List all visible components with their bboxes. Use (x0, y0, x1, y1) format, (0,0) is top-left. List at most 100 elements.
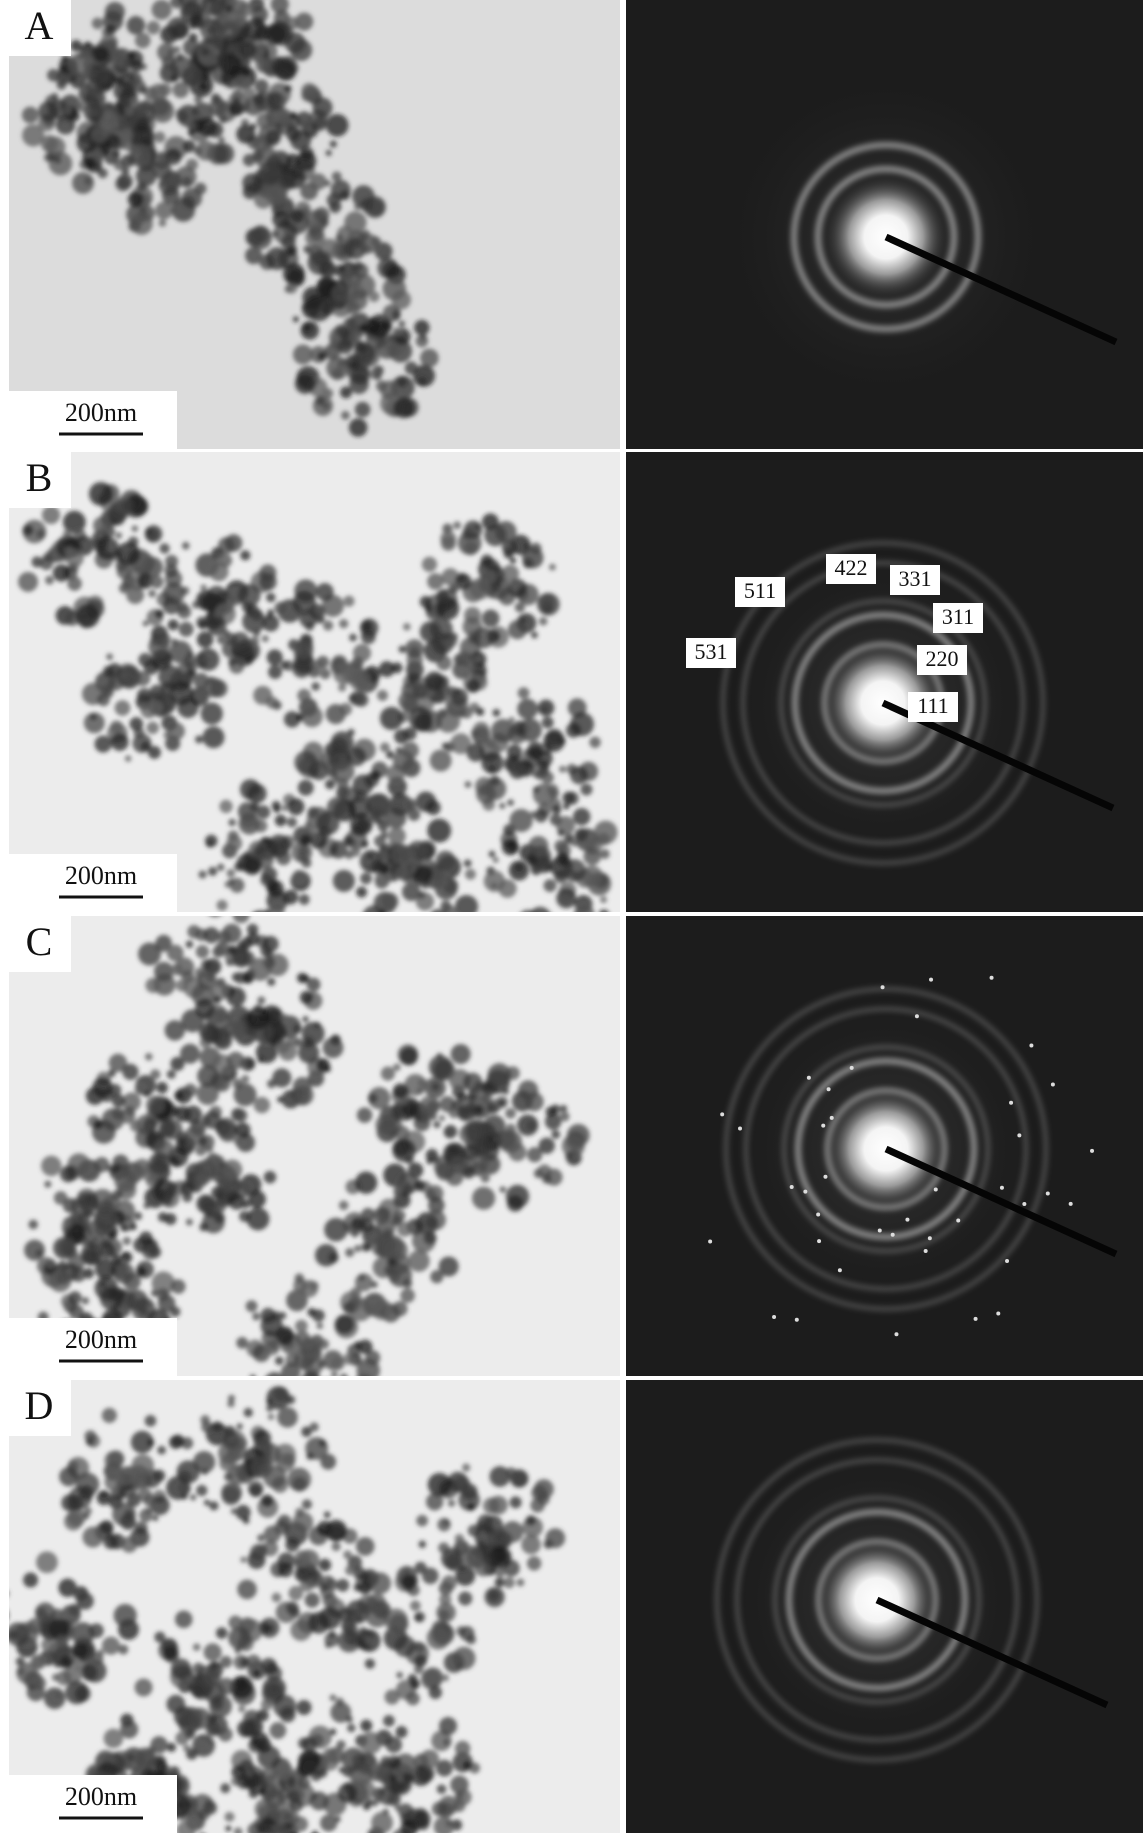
particle (594, 821, 618, 845)
particle (174, 1091, 184, 1101)
spot (1051, 1083, 1055, 1087)
particle (292, 1512, 313, 1533)
particle (375, 872, 391, 888)
particle (301, 974, 310, 983)
particle (463, 1761, 471, 1769)
particle (195, 1145, 206, 1156)
particle (325, 779, 335, 789)
particle (338, 1783, 358, 1803)
spot (974, 1317, 978, 1321)
particle (180, 1181, 194, 1195)
particle (372, 1299, 393, 1320)
particle (386, 751, 394, 759)
particle (186, 1219, 193, 1226)
particle (201, 1421, 212, 1432)
particle (507, 841, 519, 853)
particle (269, 1802, 280, 1813)
particle (199, 1223, 208, 1232)
particle (191, 1794, 213, 1816)
particle (506, 1124, 516, 1134)
particle (406, 1692, 420, 1706)
particle (414, 1655, 427, 1668)
particle (91, 1653, 103, 1665)
particle (363, 1243, 371, 1251)
particle (192, 601, 200, 609)
particle (465, 869, 476, 880)
particle (236, 1505, 251, 1520)
panel-label: A (25, 3, 54, 48)
particle (241, 1199, 250, 1208)
particle (47, 69, 60, 82)
particle (196, 1194, 215, 1213)
particle (448, 1500, 455, 1507)
hkl-label: 511 (744, 578, 776, 603)
particle (543, 730, 564, 751)
particle (559, 766, 566, 773)
particle (220, 21, 239, 40)
particle (600, 896, 607, 903)
particle (115, 532, 122, 539)
particle (220, 1783, 230, 1793)
particle (51, 93, 59, 101)
particle (454, 1476, 471, 1493)
particle (301, 1022, 324, 1045)
spot (1069, 1202, 1073, 1206)
particle (396, 1726, 408, 1738)
spot (934, 1188, 938, 1192)
particle (474, 524, 481, 531)
particle (266, 613, 273, 620)
particle (375, 1114, 396, 1135)
particle (30, 1654, 46, 1670)
particle (196, 1485, 207, 1496)
particle (171, 1659, 192, 1680)
particle (89, 64, 111, 86)
particle (295, 1320, 308, 1333)
particle (76, 604, 100, 628)
particle (418, 1078, 428, 1088)
particle (278, 1515, 292, 1529)
particle (403, 623, 411, 631)
particle (194, 1173, 208, 1187)
particle (414, 1180, 425, 1191)
particle (331, 180, 351, 200)
particle (315, 396, 325, 406)
particle (424, 1232, 437, 1245)
particle (235, 1122, 251, 1138)
particle (46, 1258, 57, 1269)
particle (464, 859, 472, 867)
particle (143, 620, 149, 626)
particle (200, 584, 206, 590)
spot (1046, 1191, 1050, 1195)
particle (86, 1210, 94, 1218)
particle (451, 1044, 471, 1064)
particle (138, 1488, 152, 1502)
particle (339, 1200, 349, 1210)
particle (159, 181, 165, 187)
particle (299, 119, 310, 130)
particle (104, 1729, 124, 1749)
particle (175, 1611, 193, 1629)
particle (349, 669, 371, 691)
particle (272, 1593, 282, 1603)
particle (466, 1120, 490, 1144)
particle (307, 297, 331, 321)
particle (96, 537, 119, 560)
particle (260, 874, 272, 886)
particle (252, 150, 263, 161)
particle (325, 1632, 339, 1646)
particle (252, 795, 260, 803)
particle (217, 53, 229, 65)
particle (301, 1737, 316, 1752)
particle (24, 1240, 45, 1261)
spot (823, 1175, 827, 1179)
particle (89, 482, 113, 506)
particle (349, 374, 369, 394)
particle (92, 18, 104, 30)
particle (464, 541, 478, 555)
particle (575, 828, 588, 841)
particle (495, 1567, 505, 1577)
particle (551, 1130, 560, 1139)
particle (405, 362, 418, 375)
particle (552, 805, 561, 814)
particle (400, 1288, 415, 1303)
